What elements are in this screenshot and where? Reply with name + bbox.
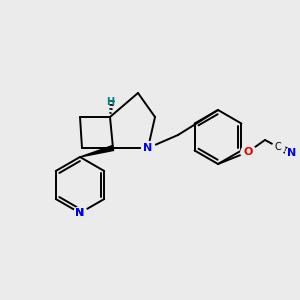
Text: N: N <box>75 208 85 218</box>
Text: O: O <box>243 147 253 157</box>
Text: N: N <box>143 143 153 153</box>
Text: H: H <box>106 97 114 107</box>
Polygon shape <box>80 146 114 157</box>
Text: C: C <box>274 142 281 152</box>
Text: N: N <box>75 208 85 218</box>
Text: N: N <box>287 148 297 158</box>
